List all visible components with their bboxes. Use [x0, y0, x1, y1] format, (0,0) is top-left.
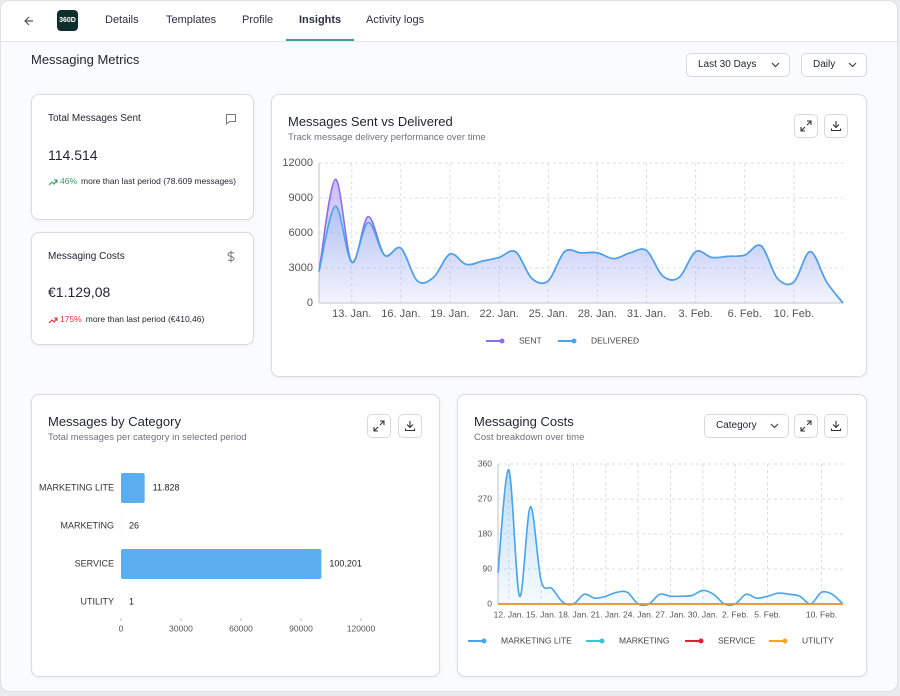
x-tick-label: 12. Jan. — [494, 609, 524, 619]
legend-swatch — [783, 639, 788, 644]
value-label: 26 — [129, 520, 139, 530]
y-tick-label: 9000 — [289, 192, 313, 204]
x-tick-label: 2. Feb. — [722, 609, 748, 619]
x-tick-label: 30. Jan. — [688, 609, 718, 619]
legend-label: MARKETING LITE — [501, 635, 572, 645]
y-tick-label: 0 — [307, 297, 313, 309]
legend-swatch — [500, 339, 505, 344]
x-tick-label: 120000 — [347, 623, 376, 633]
y-tick-label: 90 — [483, 563, 493, 573]
x-tick-label: 22. Jan. — [480, 308, 519, 320]
y-tick-label: 12000 — [282, 157, 313, 169]
y-tick-label: 6000 — [289, 227, 313, 239]
area — [319, 206, 843, 303]
x-tick-label: 30000 — [169, 623, 193, 633]
x-tick-label: 90000 — [289, 623, 313, 633]
bar — [121, 549, 321, 579]
legend-label: SERVICE — [718, 635, 755, 645]
value-label: 1 — [129, 596, 134, 606]
y-tick-label: MARKETING — [60, 520, 114, 530]
y-tick-label: SERVICE — [75, 558, 114, 568]
legend-label: SENT — [519, 335, 542, 345]
x-tick-label: 16. Jan. — [381, 308, 420, 320]
legend-swatch — [600, 639, 605, 644]
legend-swatch — [482, 639, 487, 644]
x-tick-label: 10. Feb. — [806, 609, 837, 619]
x-tick-label: 24. Jan. — [623, 609, 653, 619]
x-tick-label: 19. Jan. — [430, 308, 469, 320]
y-tick-label: 0 — [487, 598, 492, 608]
x-tick-label: 60000 — [229, 623, 253, 633]
legend-label: MARKETING — [619, 635, 670, 645]
bar — [121, 473, 145, 503]
legend-swatch — [572, 339, 577, 344]
y-tick-label: 270 — [478, 493, 492, 503]
x-tick-label: 13. Jan. — [332, 308, 371, 320]
y-tick-label: 360 — [478, 458, 492, 468]
y-tick-label: MARKETING LITE — [39, 482, 114, 492]
y-tick-label: UTILITY — [80, 596, 114, 606]
x-tick-label: 28. Jan. — [578, 308, 617, 320]
x-tick-label: 27. Jan. — [655, 609, 685, 619]
y-tick-label: 3000 — [289, 262, 313, 274]
x-tick-label: 5. Feb. — [754, 609, 780, 619]
value-label: 100.201 — [329, 558, 362, 568]
legend-label: UTILITY — [802, 635, 834, 645]
x-tick-label: 31. Jan. — [627, 308, 666, 320]
legend-swatch — [699, 639, 704, 644]
x-tick-label: 21. Jan. — [591, 609, 621, 619]
x-tick-label: 3. Feb. — [679, 308, 713, 320]
legend-label: DELIVERED — [591, 335, 639, 345]
x-tick-label: 0 — [119, 623, 124, 633]
x-tick-label: 10. Feb. — [774, 308, 814, 320]
value-label: 11.828 — [153, 482, 180, 492]
x-tick-label: 25. Jan. — [529, 308, 568, 320]
x-tick-label: 18. Jan. — [558, 609, 588, 619]
y-tick-label: 180 — [478, 528, 492, 538]
x-tick-label: 6. Feb. — [728, 308, 762, 320]
x-tick-label: 15. Jan. — [526, 609, 556, 619]
